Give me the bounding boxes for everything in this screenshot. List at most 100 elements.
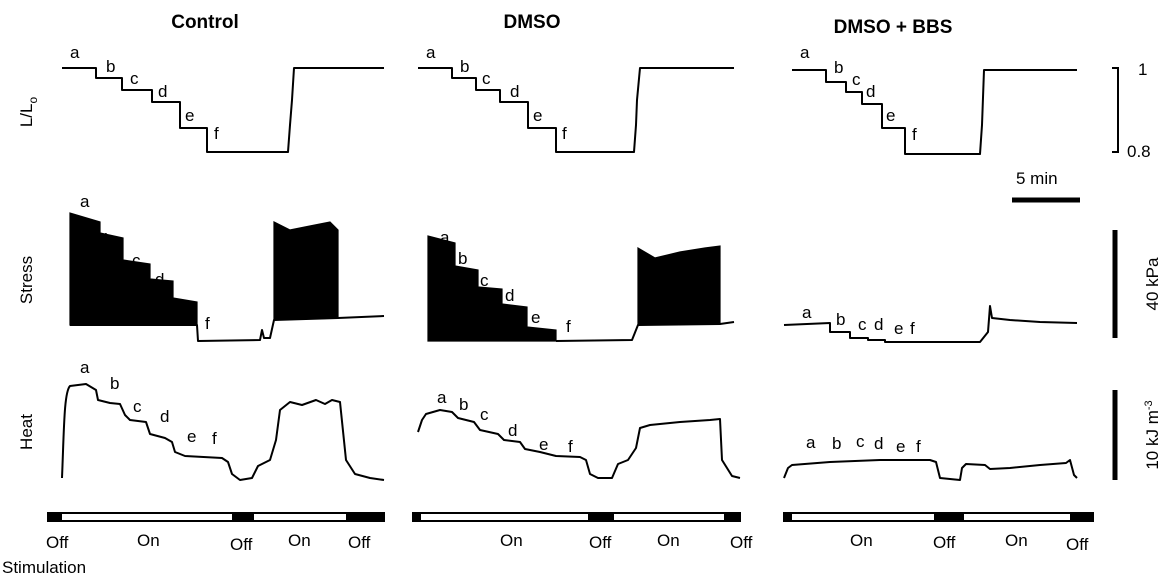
step-label: a xyxy=(426,43,436,62)
stim-label: On xyxy=(657,531,680,550)
stim-label: On xyxy=(1005,531,1028,550)
step-label: b xyxy=(104,230,113,249)
length-scale-bottom: 0.8 xyxy=(1127,142,1151,161)
length-trace-dmso xyxy=(418,67,734,153)
panel-title-control: Control xyxy=(171,12,239,33)
length-trace-control xyxy=(62,67,384,153)
stress-trace-bbs xyxy=(783,305,1078,343)
step-label: c xyxy=(130,69,139,88)
step-label: d xyxy=(160,407,169,426)
heat-traces xyxy=(61,383,1078,481)
step-label: b xyxy=(834,58,843,77)
stimulation-bar-bbs xyxy=(783,512,1094,522)
stimulation-bar-dmso xyxy=(412,512,741,522)
stim-label: Off xyxy=(730,533,753,552)
stress-trace-control-block2 xyxy=(273,221,339,321)
step-label: b xyxy=(110,374,119,393)
stress-baseline-control xyxy=(70,315,385,342)
step-label: f xyxy=(562,124,567,143)
stress-scale-bar: 40 kPa xyxy=(1112,230,1162,338)
stim-label: Off xyxy=(933,533,956,552)
step-label: d xyxy=(508,421,517,440)
step-label: b xyxy=(460,57,469,76)
step-label: a xyxy=(80,358,90,377)
step-label: f xyxy=(910,319,915,338)
step-label: a xyxy=(80,192,90,211)
stress-trace-dmso xyxy=(427,235,557,342)
stress-baseline-dmso xyxy=(555,321,735,342)
xlabel-stimulation: Stimulation xyxy=(2,558,86,577)
stim-label: On xyxy=(288,531,311,550)
step-label: e xyxy=(533,106,542,125)
step-label: c xyxy=(482,69,491,88)
ylabel-stress: Stress xyxy=(17,256,36,304)
time-scale-label: 5 min xyxy=(1016,169,1058,188)
step-label: d xyxy=(158,82,167,101)
step-label: b xyxy=(458,249,467,268)
step-label: d xyxy=(155,270,164,289)
step-label: e xyxy=(187,427,196,446)
step-label: b xyxy=(459,395,468,414)
step-label: b xyxy=(106,57,115,76)
stress-traces xyxy=(69,212,1078,343)
stim-label: Off xyxy=(230,535,253,554)
heat-trace-bbs xyxy=(783,459,1078,481)
step-label: c xyxy=(133,397,142,416)
stim-label: Off xyxy=(46,533,69,552)
step-label: c xyxy=(856,432,865,451)
heat-trace-dmso xyxy=(417,409,741,479)
panel-title-dmso: DMSO xyxy=(504,12,561,33)
time-scale-bar: 5 min xyxy=(1012,169,1080,203)
ylabel-heat: Heat xyxy=(17,414,36,450)
step-label: a xyxy=(806,433,816,452)
heat-scale-label: 10 kJ m-3 xyxy=(1143,400,1162,469)
stress-trace-control xyxy=(69,212,198,326)
length-traces xyxy=(62,67,1077,155)
stim-label: On xyxy=(850,531,873,550)
heat-trace-control xyxy=(61,383,385,481)
step-label: a xyxy=(800,43,810,62)
step-label: a xyxy=(70,43,80,62)
step-label: a xyxy=(437,388,447,407)
ylabel-length: L/Lo xyxy=(17,97,40,128)
step-label: c xyxy=(480,271,489,290)
length-scale-top: 1 xyxy=(1138,60,1147,79)
step-label: a xyxy=(440,228,450,247)
step-label: e xyxy=(896,437,905,456)
step-label: d xyxy=(510,82,519,101)
step-label: d xyxy=(866,82,875,101)
stress-scale-label: 40 kPa xyxy=(1143,257,1162,310)
length-trace-bbs xyxy=(792,69,1077,155)
step-label: f xyxy=(205,314,210,333)
stim-label: On xyxy=(500,531,523,550)
stim-label: On xyxy=(137,531,160,550)
stim-label: Off xyxy=(589,533,612,552)
step-label: d xyxy=(874,434,883,453)
step-label: e xyxy=(185,106,194,125)
step-label: a xyxy=(802,303,812,322)
step-label: e xyxy=(178,303,187,322)
step-label: d xyxy=(505,286,514,305)
heat-scale-bar: 10 kJ m-3 xyxy=(1112,390,1162,480)
stim-label: Off xyxy=(348,533,371,552)
step-label: f xyxy=(568,437,573,456)
step-label: c xyxy=(480,405,489,424)
step-label: c xyxy=(852,70,861,89)
panel-title-dmso-bbs: DMSO + BBS xyxy=(834,17,953,38)
step-label: e xyxy=(894,319,903,338)
step-label: f xyxy=(212,429,217,448)
step-label: c xyxy=(132,251,141,270)
stimulation-bar-control xyxy=(47,512,385,522)
step-label: c xyxy=(858,315,867,334)
step-label: f xyxy=(214,124,219,143)
step-label: b xyxy=(832,434,841,453)
step-label: e xyxy=(531,308,540,327)
stimulation-labels: Off On Off On Off On Off On Off On Off O… xyxy=(46,531,1089,554)
length-scale-bar: 1 0.8 xyxy=(1112,60,1151,161)
step-label: e xyxy=(886,106,895,125)
step-label: b xyxy=(836,310,845,329)
step-label: e xyxy=(539,435,548,454)
stim-label: Off xyxy=(1066,535,1089,554)
stress-trace-dmso-block2 xyxy=(637,245,721,326)
